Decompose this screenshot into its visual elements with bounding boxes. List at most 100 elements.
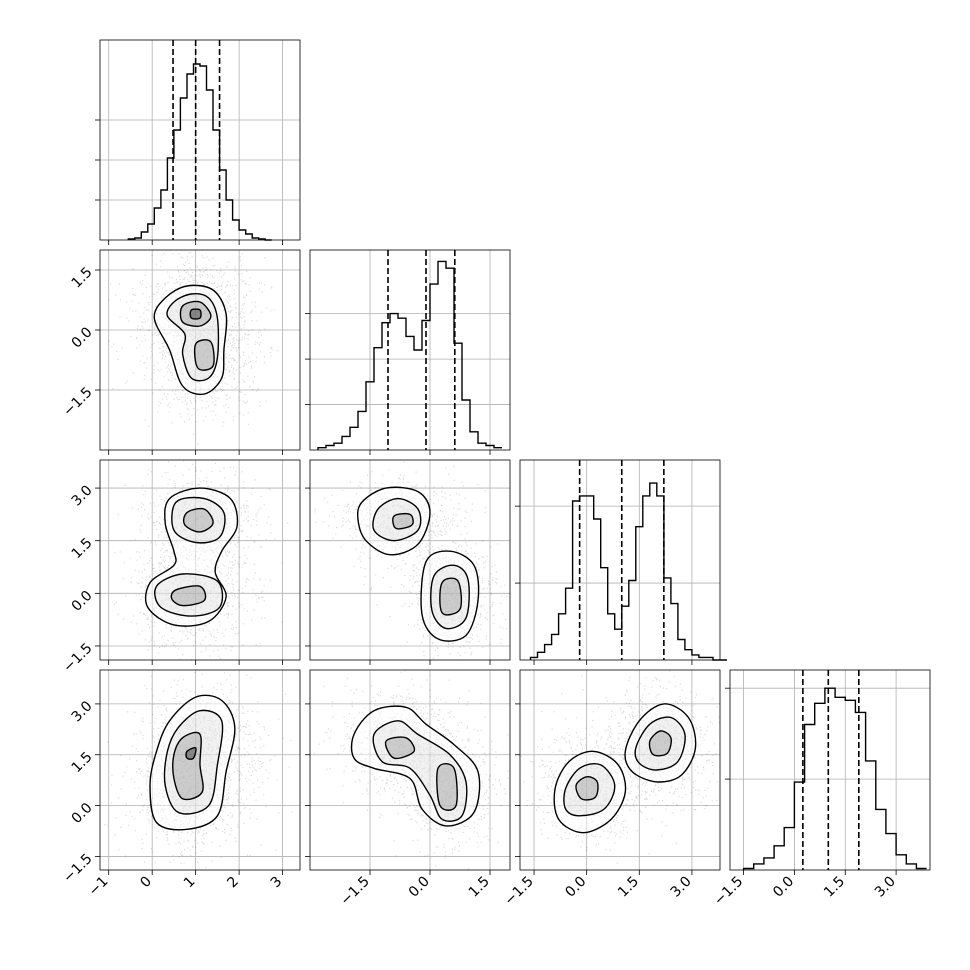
y-tick-label: 3.0 [69,482,96,509]
histogram-panel-3 [725,669,931,875]
density-fill-level-1 [351,706,480,826]
scatter-frame [309,459,511,661]
histogram-frame [309,249,511,451]
scatter-panel-2-1 [305,459,511,665]
scatter-points [314,460,508,659]
density-fill-level-3 [392,513,414,529]
x-tick-label: 2 [224,874,242,892]
scatter-panel-2-0 [95,459,301,665]
x-tick-label: 1.5 [821,874,848,901]
x-tick-label: 1 [181,874,199,892]
contour-line-level-2 [166,293,220,382]
scatter-panel-3-2 [515,669,721,875]
x-tick-label: 0.0 [406,874,433,901]
contour-line-level-3 [439,577,463,616]
density-fill-level-3 [575,776,599,800]
density-fill-level-3 [439,578,462,615]
x-tick-label: 0.0 [770,874,797,901]
contour-line-level-1 [624,703,697,783]
density-fill-level-3 [171,585,206,606]
histogram-panel-0 [95,39,301,245]
density-fill-level-2 [430,565,470,629]
panel-plot-area [520,670,720,870]
scatter-panel-3-0 [95,669,301,875]
panel-plot-area [100,460,300,660]
y-tick-label: 3.0 [69,698,96,725]
density-fill-level-1 [145,488,238,627]
histogram-step-line [127,63,272,241]
y-tick-label: −1.5 [60,640,95,675]
x-tick-label: 3 [268,874,286,892]
contour-line-level-3 [172,731,204,801]
x-tick-label: 0.0 [562,874,589,901]
density-fill-level-2 [635,717,686,771]
contour-line-level-2 [634,716,686,771]
histogram-frame [519,459,721,661]
scatter-panel-3-1 [305,669,511,875]
contour-line-level-2 [154,573,224,617]
scatter-frame [99,459,301,661]
panel-plot-area [310,670,510,870]
contour-line-level-3 [648,730,672,757]
contour-line-level-3 [575,776,599,801]
scatter-frame [519,669,721,871]
density-fill-level-2 [563,763,615,816]
y-tick-label: 0.0 [69,800,96,827]
contour-line-level-1 [553,750,627,834]
contour-line-level-1 [350,705,481,827]
density-fill-level-4 [190,309,202,319]
x-tick-label: 3.0 [872,874,899,901]
x-tick-label: −1.5 [711,874,746,909]
histogram-step-line [529,482,727,661]
contour-line-level-2 [430,564,470,630]
density-fill-level-2 [154,573,223,617]
histogram-panel-1 [305,249,511,455]
density-fill-level-3 [649,730,672,756]
contour-line-level-2 [171,496,226,544]
histogram-step-line [742,687,927,870]
density-fill-level-3 [194,339,215,371]
density-fill-level-2 [373,720,467,822]
contour-line-level-4 [185,747,197,760]
x-tick-label: 1.5 [615,874,642,901]
histogram-frame [729,669,931,871]
scatter-frame [309,669,511,871]
contour-line-level-1 [153,284,228,396]
scatter-frame [99,249,301,451]
panel-plot-area [310,460,510,660]
contour-line-level-2 [372,497,422,542]
contour-line-level-1 [149,694,236,831]
histogram-step-line [317,260,502,450]
panel-plot-area [100,670,300,870]
density-fill-level-3 [385,737,415,759]
contour-line-level-1 [144,487,239,627]
panels: −1 0 1 2 3 −1.5 0.0 1.5 −1.5 0.0 1.5 3.0 −1.5 0.0 1.5 3… [60,39,931,909]
density-fill-level-2 [372,498,421,541]
x-tick-label: −1.5 [502,874,537,909]
x-tick-label: −1 [86,874,112,900]
contour-line-level-3 [392,512,414,530]
y-tick-label: 0.0 [69,588,96,615]
histogram-panel-2 [515,459,727,665]
contour-line-level-3 [193,339,215,371]
density-fill-level-3 [436,763,458,811]
density-fill-level-3 [183,508,214,532]
y-tick-label: 1.5 [69,535,96,562]
x-tick-label: 3.0 [668,874,695,901]
x-tick-label: −1.5 [337,874,372,909]
density-fill-level-2 [171,497,225,543]
contour-line-level-2 [163,709,224,815]
contour-line-level-3 [182,507,214,533]
histogram-frame [99,39,301,241]
scatter-frame [99,669,301,871]
y-tick-label: −1.5 [60,851,95,886]
contour-line-level-2 [372,720,468,822]
contour-line-level-2 [563,763,616,817]
density-fill-level-2 [164,710,223,814]
scatter-points [520,670,720,870]
contour-line-level-1 [420,550,480,642]
contour-line-level-3 [179,300,212,327]
contour-line-level-3 [436,762,458,811]
x-tick-label: 1.5 [466,874,493,901]
